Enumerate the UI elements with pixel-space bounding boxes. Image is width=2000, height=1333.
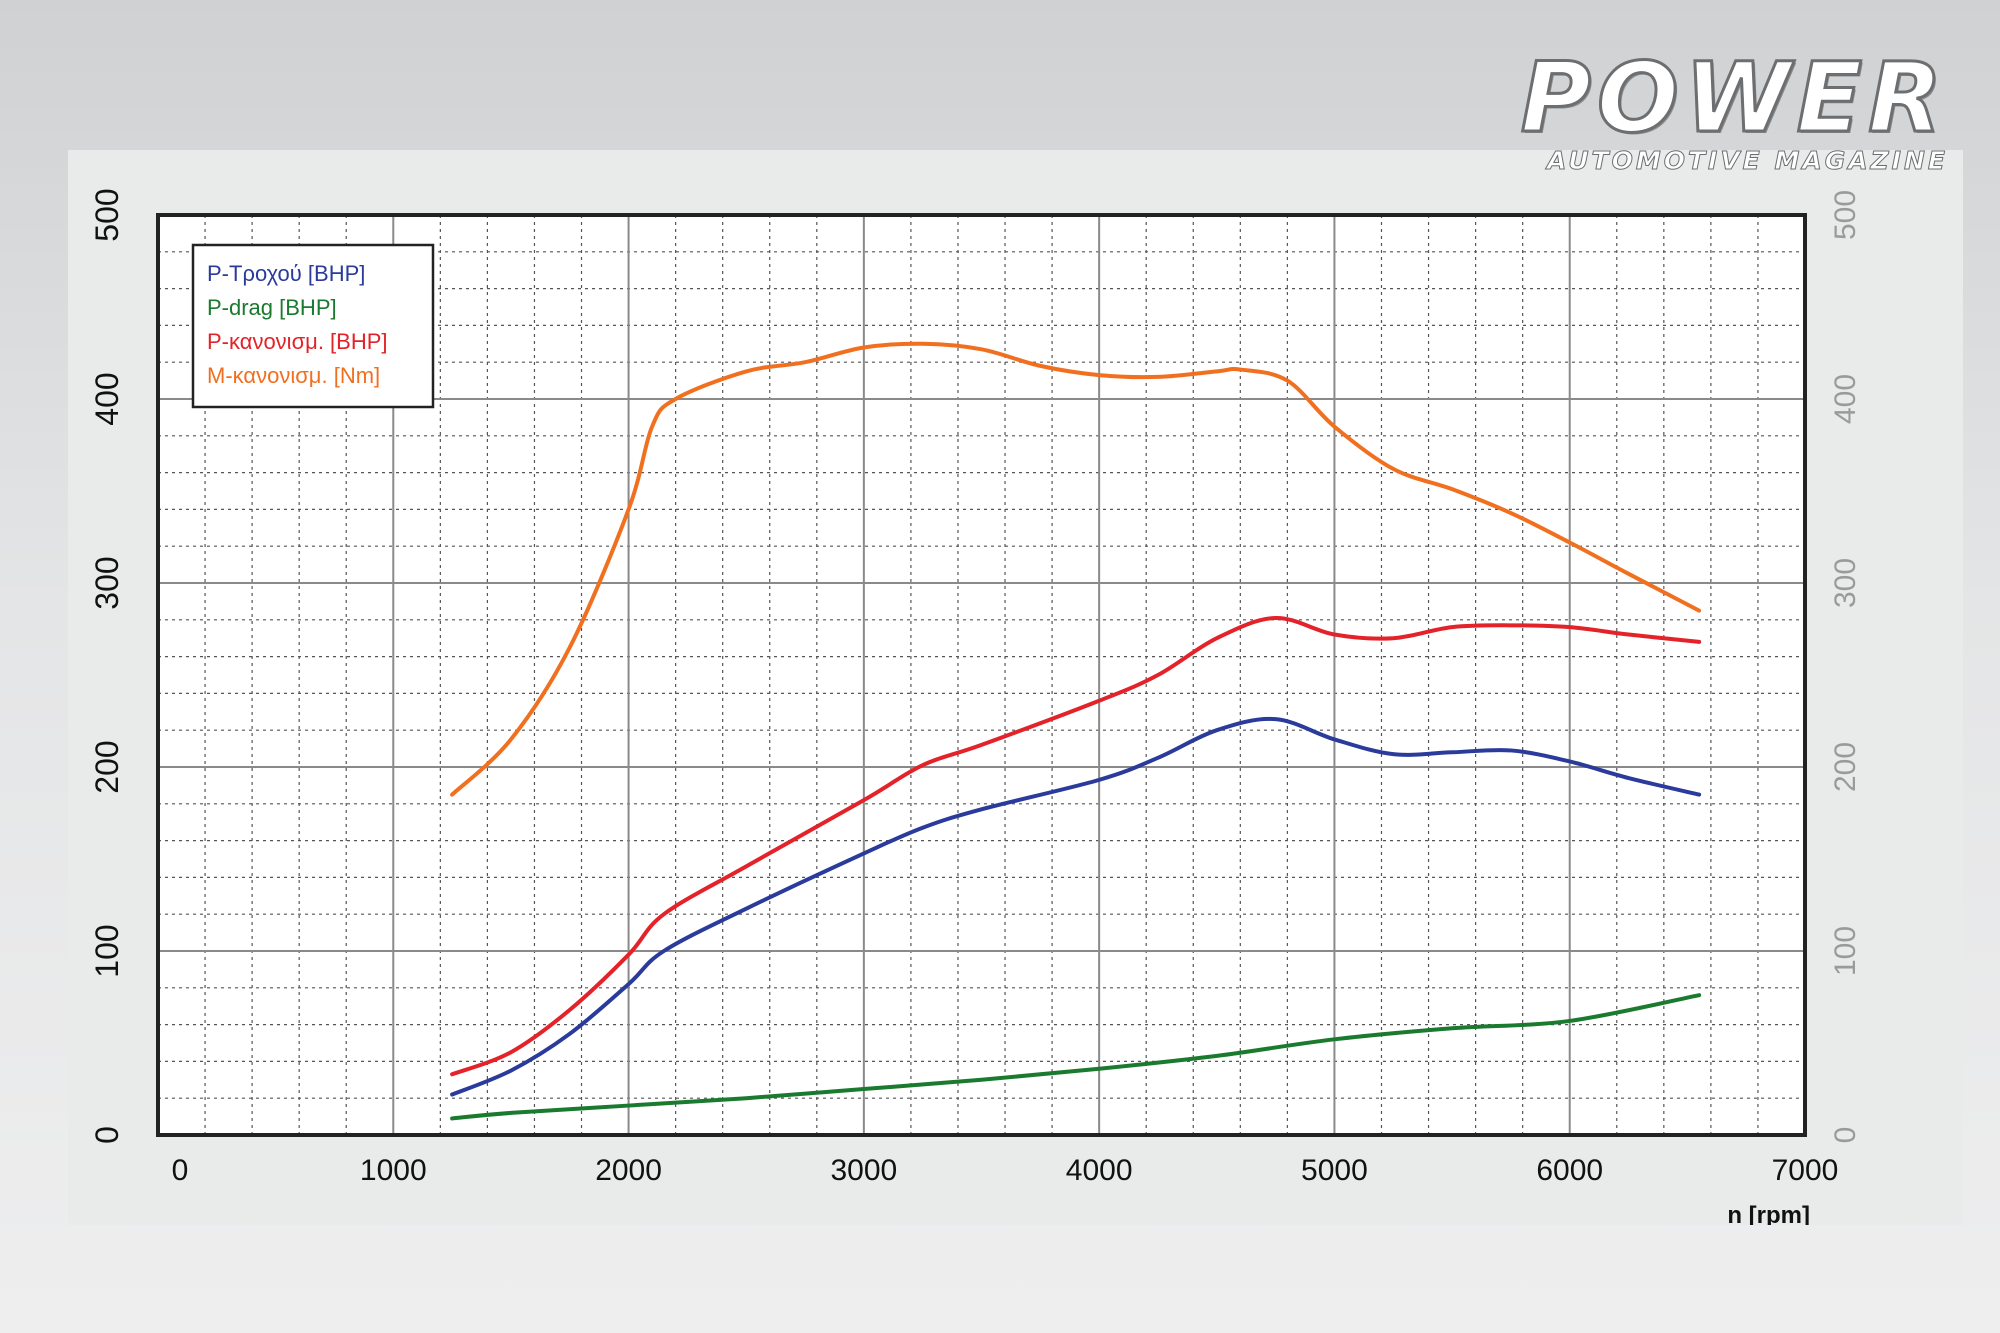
legend-entry-3: P-κανονισμ. [BHP] — [207, 329, 388, 354]
x-tick-label: 5000 — [1301, 1154, 1368, 1187]
series-line-1 — [450, 716, 1702, 1097]
y2-tick-label: 300 — [1829, 558, 1862, 608]
y-tick-label: 200 — [89, 740, 125, 793]
x-tick-label: 2000 — [595, 1154, 662, 1187]
legend-entry-4: M-κανονισμ. [Nm] — [207, 363, 380, 388]
x-tick-label: 4000 — [1066, 1154, 1133, 1187]
y2-tick-label: 400 — [1829, 374, 1862, 424]
y-tick-label: 400 — [89, 372, 125, 425]
y2-tick-label: 0 — [1829, 1127, 1862, 1144]
x-tick-label: 0 — [172, 1154, 189, 1187]
x-axis-label: n [rpm] — [1727, 1202, 1810, 1225]
x-tick-label: 1000 — [360, 1154, 427, 1187]
y2-tick-label: 100 — [1829, 926, 1862, 976]
legend-entry-2: P-drag [BHP] — [207, 295, 337, 320]
y2-tick-label: 500 — [1829, 190, 1862, 240]
legend-box — [191, 243, 435, 409]
plot-frame — [156, 213, 1807, 1137]
y-tick-label: 100 — [89, 924, 125, 977]
x-tick-label: 7000 — [1772, 1154, 1839, 1187]
brand-tagline: AUTOMOTIVE MAGAZINE — [1547, 146, 1948, 176]
series-line-3 — [450, 615, 1702, 1077]
chart-panel: 0 1000 2000 3000 4000 5000 6000 7000 n [rpm] 0 100… — [68, 150, 1963, 1225]
y2-tick-label: 200 — [1829, 742, 1862, 792]
y-tick-label: 300 — [89, 556, 125, 609]
series-line-4 — [450, 341, 1702, 797]
x-tick-label: 3000 — [830, 1154, 897, 1187]
x-tick-label: 6000 — [1536, 1154, 1603, 1187]
legend-entry-1: P-Τροχού [BHP] — [207, 261, 365, 286]
y-tick-label: 0 — [89, 1126, 125, 1144]
series-line-2 — [450, 993, 1702, 1121]
brand-logo: POWER AUTOMOTIVE MAGAZINE — [1519, 42, 1948, 176]
y-tick-label: 500 — [89, 188, 125, 241]
brand-name: POWER — [1519, 42, 1948, 154]
